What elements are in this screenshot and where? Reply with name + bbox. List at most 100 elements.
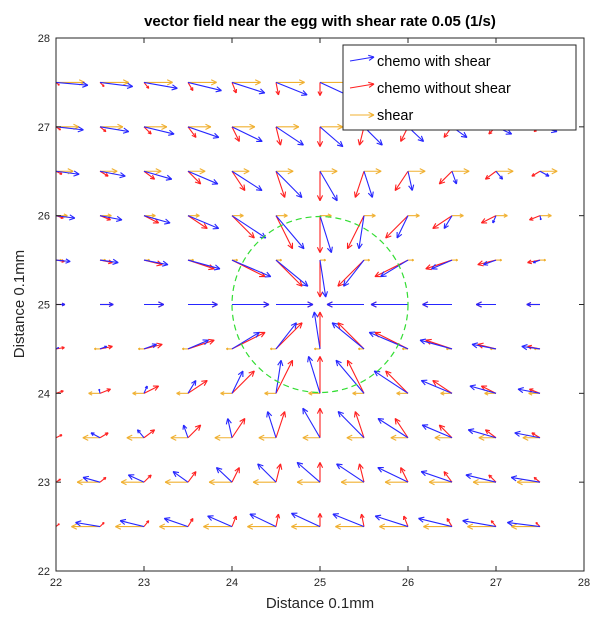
shear-arrow	[159, 523, 188, 530]
shear-arrow	[352, 391, 364, 396]
shear-arrow	[252, 479, 276, 486]
ticks-layer	[55, 37, 585, 572]
shear-arrow	[188, 123, 212, 130]
chemo-with-shear-arrow	[336, 463, 365, 483]
chemo-with-shear-arrow	[232, 301, 270, 308]
chemo-without-shear-arrow	[275, 215, 294, 250]
shear-arrow	[472, 479, 496, 486]
chemo-with-shear-arrow	[275, 215, 305, 250]
shear-arrow	[384, 479, 408, 486]
chemo-without-shear-arrow	[275, 259, 303, 287]
shear-arrow	[276, 213, 288, 218]
shear-arrow	[335, 523, 364, 530]
shear-arrow	[276, 168, 294, 175]
chemo-without-shear-arrow	[337, 259, 365, 287]
chemo-with-shear-arrow	[532, 259, 541, 264]
chemo-without-shear-arrow	[231, 215, 255, 239]
chemo-without-shear-arrow	[143, 385, 160, 394]
shear-arrow	[511, 523, 540, 530]
chemo-with-shear-arrow	[188, 301, 218, 308]
chemo-with-shear-arrow	[326, 301, 364, 308]
y-tick-label: 25	[38, 300, 50, 312]
chemo-with-shear-arrow	[75, 520, 101, 528]
chemo-with-shear-arrow	[215, 467, 233, 483]
chemo-with-shear-arrow	[467, 428, 497, 439]
chemo-without-shear-arrow	[187, 471, 197, 483]
chemo-with-shear-arrow	[275, 322, 297, 350]
chemo-with-shear-arrow	[231, 126, 263, 143]
chemo-with-shear-arrow	[187, 380, 197, 394]
shear-arrow	[144, 123, 168, 130]
shear-arrow	[226, 347, 232, 351]
chemo-with-shear-arrow	[143, 170, 173, 181]
shear-arrow	[540, 168, 558, 175]
chemo-with-shear-arrow	[495, 170, 504, 180]
chemo-without-shear-arrow	[99, 521, 105, 527]
chemo-without-shear-arrow	[143, 82, 150, 89]
chemo-with-shear-arrow	[396, 215, 409, 239]
chemo-with-shear-arrow	[275, 259, 309, 287]
shear-arrow	[496, 168, 514, 175]
x-tick-label: 26	[402, 577, 414, 589]
chemo-with-shear-arrow	[99, 81, 133, 89]
chemo-with-shear-arrow	[257, 463, 277, 483]
chemo-without-shear-arrow	[231, 82, 238, 94]
shear-arrow	[408, 258, 414, 262]
legend-arrow-chemo-with-shear-glyph	[349, 54, 375, 62]
shear-arrow	[467, 523, 496, 530]
chemo-with-shear-arrow	[296, 461, 321, 483]
shear-arrow	[71, 523, 100, 530]
shear-arrow	[50, 348, 56, 350]
chemo-without-shear-arrow	[535, 521, 541, 527]
shear-arrow	[390, 434, 408, 441]
x-tick-label: 24	[226, 577, 238, 589]
chemo-with-shear-arrow	[90, 432, 101, 439]
chemo-with-shear-arrow	[431, 259, 453, 270]
chemo-with-shear-arrow	[514, 430, 541, 439]
chemo-without-shear-arrow	[99, 476, 107, 483]
chemo-with-shear-arrow	[377, 417, 409, 439]
chemo-without-shear-arrow	[394, 170, 409, 191]
chemo-with-shear-arrow	[483, 259, 497, 266]
chemo-without-shear-arrow	[143, 429, 156, 439]
shear-arrow	[478, 434, 496, 441]
chemo-with-shear-arrow	[99, 345, 108, 350]
chemo-with-shear-arrow	[377, 466, 409, 483]
chemo-without-shear-arrow	[187, 126, 197, 138]
shear-arrow	[258, 434, 276, 441]
chemo-with-shear-arrow	[380, 259, 409, 278]
arrows-layer	[27, 79, 569, 530]
chemo-with-shear-arrow	[187, 126, 220, 139]
shear-arrow	[540, 213, 552, 218]
chemo-without-shear-arrow	[353, 411, 365, 438]
chemo-with-shear-arrow	[119, 518, 145, 528]
shear-arrow	[232, 213, 244, 218]
chemo-with-shear-arrow	[337, 411, 365, 439]
chemo-with-shear-arrow	[276, 301, 314, 308]
chemo-without-shear-arrow	[488, 474, 497, 483]
legend-arrow-chemo-without-shear	[349, 81, 375, 89]
chemo-without-shear-arrow	[143, 170, 156, 180]
chemo-with-shear-arrow	[370, 301, 408, 308]
x-tick-label: 23	[138, 577, 150, 589]
x-tick-label: 25	[314, 577, 326, 589]
chemo-with-shear-arrow	[451, 171, 458, 185]
legend: chemo with shear chemo without shear she…	[342, 44, 577, 131]
chemo-without-shear-arrow	[480, 215, 497, 224]
shear-arrow	[423, 523, 452, 530]
shear-arrow	[214, 434, 232, 441]
shear-arrow	[27, 524, 56, 529]
shear-arrow	[496, 258, 502, 262]
chemo-with-shear-arrow	[521, 344, 541, 351]
y-tick-label: 28	[38, 33, 50, 45]
chemo-without-shear-arrow	[56, 523, 60, 528]
chemo-without-shear-arrow	[187, 424, 202, 439]
chemo-with-shear-arrow	[507, 520, 541, 528]
chemo-without-shear-arrow	[402, 515, 409, 527]
chemo-without-shear-arrow	[316, 171, 324, 201]
chemo-with-shear-arrow	[225, 418, 233, 438]
legend-arrow-chemo-without-shear-glyph	[349, 81, 375, 89]
shear-arrow	[170, 434, 188, 441]
shear-arrow	[144, 79, 173, 86]
